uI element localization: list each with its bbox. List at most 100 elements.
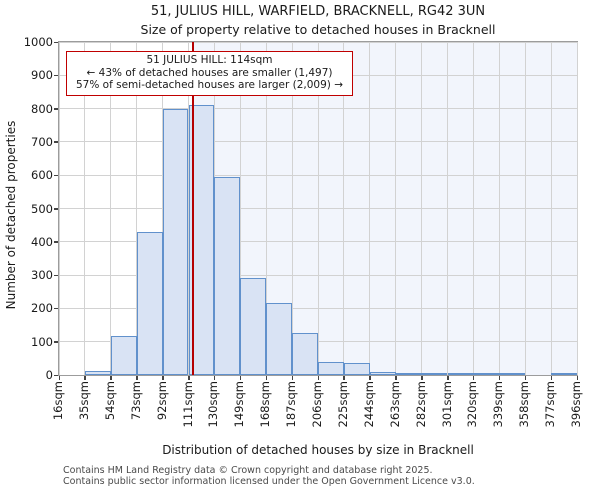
x-tick-mark: [550, 376, 553, 380]
x-tick-mark: [447, 376, 449, 380]
x-tick-label: 282sqm: [413, 381, 428, 428]
histogram-bar: [447, 373, 474, 375]
y-tick-mark: [54, 41, 58, 43]
x-tick-label: 92sqm: [154, 381, 169, 421]
y-tick-mark: [54, 307, 58, 310]
histogram-bar: [240, 278, 267, 375]
histogram-bar: [84, 371, 111, 375]
x-tick-label: 16sqm: [51, 381, 65, 421]
gridline: [59, 274, 577, 276]
x-tick-label: 54sqm: [102, 381, 117, 421]
y-tick-mark: [54, 174, 58, 177]
x-tick-label: 320sqm: [465, 381, 480, 428]
gridline: [59, 241, 577, 243]
x-tick-label: 339sqm: [491, 381, 506, 428]
property-size-marker-line: [191, 42, 194, 375]
x-tick-label: 244sqm: [361, 381, 376, 428]
histogram-bar: [343, 363, 370, 375]
x-tick-label: 206sqm: [310, 381, 324, 428]
x-tick-label: 111sqm: [180, 381, 195, 428]
gridline: [59, 341, 577, 343]
gridline: [59, 174, 577, 176]
chart-title: 51, JULIUS HILL, WARFIELD, BRACKNELL, RG…: [150, 4, 486, 19]
x-tick-mark: [317, 376, 319, 380]
histogram-bar: [499, 373, 526, 375]
x-tick-mark: [524, 376, 527, 380]
y-tick-label: 400: [31, 234, 53, 249]
x-tick-mark: [291, 376, 294, 380]
x-tick-mark: [110, 376, 112, 380]
y-tick-label: 800: [31, 101, 53, 116]
x-tick-label: 187sqm: [284, 381, 299, 428]
y-tick-mark: [54, 108, 58, 110]
y-tick-label: 900: [31, 68, 53, 83]
histogram-bar: [292, 333, 318, 375]
x-tick-label: 263sqm: [387, 381, 402, 428]
histogram-bar: [369, 371, 396, 375]
x-tick-mark: [213, 376, 216, 380]
y-tick-mark: [54, 208, 58, 210]
x-tick-mark: [421, 376, 423, 380]
plot-area: 51 JULIUS HILL: 114sqm ← 43% of detached…: [58, 41, 578, 376]
y-tick-mark: [54, 74, 58, 77]
histogram-bar: [136, 231, 163, 375]
x-tick-label: 225sqm: [335, 381, 350, 428]
x-tick-mark: [162, 376, 164, 380]
x-tick-mark: [136, 376, 138, 380]
y-tick-mark: [54, 274, 58, 277]
gridline: [59, 41, 577, 43]
x-tick-mark: [576, 376, 578, 380]
y-tick-label: 500: [31, 201, 53, 216]
x-tick-mark: [58, 376, 60, 380]
histogram-bar: [473, 373, 500, 375]
gridline: [59, 108, 577, 110]
x-tick-mark: [188, 376, 190, 380]
footer-attribution-line2: Contains public sector information licen…: [63, 476, 475, 487]
x-tick-mark: [239, 376, 242, 380]
x-tick-label: 149sqm: [232, 381, 247, 428]
x-tick-mark: [395, 376, 397, 380]
x-tick-mark: [265, 376, 268, 380]
gridline: [59, 141, 577, 143]
x-tick-mark: [369, 376, 371, 380]
annotation-larger-pct: 57% of semi-detached houses are larger (…: [75, 79, 343, 91]
x-tick-label: 35sqm: [76, 381, 91, 421]
y-tick-label: 200: [31, 301, 53, 316]
y-tick-label: 600: [31, 168, 53, 183]
annotation-property-size: 51 JULIUS HILL: 114sqm: [146, 54, 273, 66]
y-tick-mark: [54, 141, 58, 143]
x-tick-label: 168sqm: [258, 381, 273, 428]
footer-attribution-line1: Contains HM Land Registry data © Crown c…: [63, 465, 433, 476]
y-tick-label: 700: [31, 134, 53, 149]
histogram-bar: [395, 373, 422, 375]
histogram-bar: [110, 335, 137, 375]
x-axis-label: Distribution of detached houses by size …: [162, 443, 474, 457]
annotation-smaller-pct: ← 43% of detached houses are smaller (1,…: [86, 66, 333, 79]
y-tick-mark: [54, 241, 58, 243]
x-tick-mark: [84, 376, 86, 380]
y-tick-mark: [54, 341, 58, 343]
x-tick-label: 377sqm: [543, 381, 558, 428]
histogram-bar: [214, 176, 241, 375]
gridline: [576, 42, 578, 375]
x-tick-mark: [472, 376, 475, 380]
histogram-bar: [551, 373, 577, 375]
y-tick-label: 300: [31, 268, 53, 283]
x-tick-label: 358sqm: [517, 381, 532, 428]
x-tick-label: 130sqm: [206, 381, 221, 428]
y-tick-label: 0: [45, 368, 53, 382]
x-tick-mark: [498, 376, 501, 380]
histogram-bar: [421, 373, 448, 375]
chart-subtitle: Size of property relative to detached ho…: [140, 22, 496, 37]
histogram-bar: [318, 361, 344, 375]
x-tick-label: 396sqm: [569, 381, 583, 428]
gridline: [59, 307, 577, 309]
x-tick-label: 73sqm: [128, 381, 143, 421]
y-tick-mark: [54, 374, 58, 376]
x-tick-label: 301sqm: [439, 381, 454, 428]
y-tick-label: 100: [31, 334, 53, 349]
gridline: [59, 208, 577, 209]
x-tick-mark: [343, 376, 345, 380]
y-tick-label: 1000: [23, 35, 53, 49]
